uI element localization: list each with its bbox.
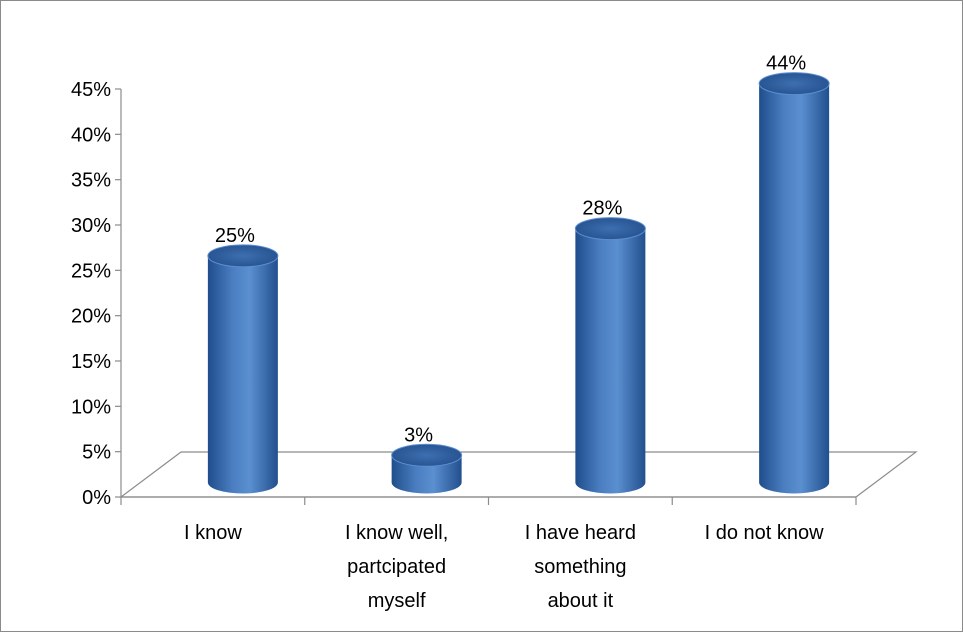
y-tick-label: 20% (71, 306, 111, 328)
bar (574, 217, 646, 494)
x-category-label: I have heard (525, 522, 636, 544)
data-label: 3% (404, 424, 433, 446)
x-category-label: about it (548, 590, 614, 612)
x-category-label: something (534, 556, 626, 578)
bar-top (758, 72, 830, 96)
x-category-label: partcipated (347, 556, 446, 578)
y-tick-label: 40% (71, 124, 111, 146)
y-tick-label: 45% (71, 79, 111, 101)
bar-top (391, 443, 463, 467)
bar-top (574, 217, 646, 241)
y-tick-label: 35% (71, 170, 111, 192)
data-labels: 25% 3% 28% 44% (215, 53, 806, 447)
bar-body (207, 255, 278, 494)
data-label: 44% (766, 53, 806, 75)
y-tick-label: 15% (71, 351, 111, 373)
y-tick-label: 0% (82, 487, 111, 509)
bars (207, 72, 830, 494)
data-label: 28% (582, 198, 622, 220)
y-tick-label: 5% (82, 442, 111, 464)
x-category-label: myself (368, 590, 426, 612)
y-tick-label: 30% (71, 215, 111, 237)
x-category-label: I do not know (705, 522, 825, 544)
y-axis: 0% 5% 10% 15% 20% 25% 30% 35% 40% 45% (71, 79, 857, 509)
bar-body (575, 228, 646, 494)
bar (207, 244, 279, 494)
x-axis: I know I know well, partcipated myself I hav… (184, 522, 824, 612)
bar-body (759, 83, 830, 494)
bar (758, 72, 830, 494)
y-tick-label: 10% (71, 396, 111, 418)
y-tick-label: 25% (71, 260, 111, 282)
x-category-label: I know (184, 522, 242, 544)
data-label: 25% (215, 225, 255, 247)
x-category-label: I know well, (345, 522, 448, 544)
bar-top (207, 244, 279, 268)
bar (391, 443, 463, 494)
